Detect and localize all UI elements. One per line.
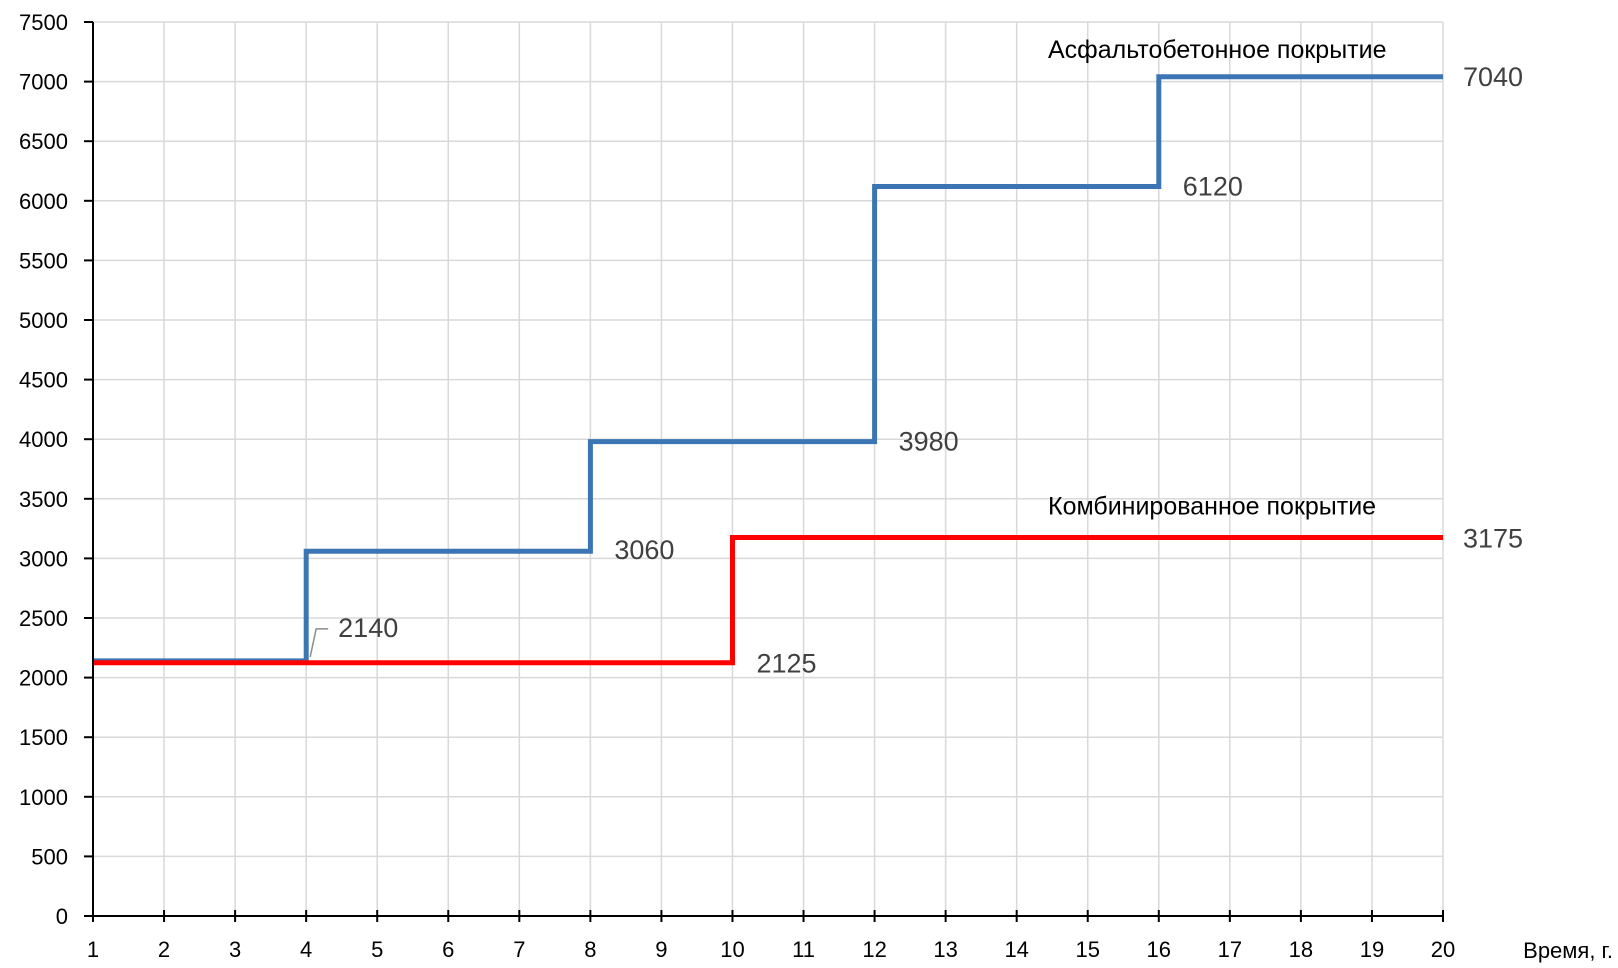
combined-series-name: Комбинированное покрытие (1048, 493, 1376, 521)
y-tick-label: 4500 (19, 368, 68, 393)
x-tick-label: 13 (933, 937, 957, 962)
data-label: 2140 (338, 613, 398, 643)
x-tick-label: 19 (1360, 937, 1384, 962)
y-tick-label: 3000 (19, 546, 68, 571)
data-label: 3060 (614, 535, 674, 565)
x-tick-label: 9 (655, 937, 667, 962)
x-tick-label: 20 (1431, 937, 1455, 962)
y-tick-label: 6000 (19, 189, 68, 214)
x-tick-label: 15 (1075, 937, 1099, 962)
data-label: 3980 (899, 427, 959, 457)
y-tick-label: 1000 (19, 785, 68, 810)
y-tick-label: 4000 (19, 427, 68, 452)
y-tick-label: 6500 (19, 129, 68, 154)
y-tick-label: 2500 (19, 606, 68, 631)
x-axis-title: Время, г. (1523, 938, 1613, 963)
x-tick-label: 14 (1004, 937, 1028, 962)
y-tick-label: 7000 (19, 70, 68, 95)
series-layer (93, 74, 1443, 666)
grid (93, 21, 1444, 916)
x-tick-label: 6 (442, 937, 454, 962)
data-label: 6120 (1183, 171, 1243, 201)
data-label: 3175 (1463, 524, 1523, 554)
x-tick-label: 4 (300, 937, 312, 962)
asphalt-series-line (93, 74, 1443, 664)
x-tick-label: 2 (158, 937, 170, 962)
x-tick-label: 1 (87, 937, 99, 962)
y-tick-label: 0 (56, 904, 68, 929)
x-tick-label: 11 (792, 937, 815, 962)
combined-series-line (93, 535, 1443, 666)
data-label-leader-line (309, 628, 329, 658)
x-tick-label: 7 (513, 937, 525, 962)
y-tick-label: 7500 (19, 10, 68, 35)
x-tick-label: 16 (1147, 937, 1171, 962)
y-tick-label: 1500 (19, 725, 68, 750)
y-tick-label: 5000 (19, 308, 68, 333)
y-tick-label: 2000 (19, 666, 68, 691)
asphalt-series-name: Асфальтобетонное покрытие (1048, 36, 1387, 64)
x-tick-label: 3 (229, 937, 241, 962)
data-label: 2125 (756, 649, 816, 679)
x-tick-label: 17 (1218, 937, 1242, 962)
y-tick-label: 5500 (19, 248, 68, 273)
x-tick-label: 8 (584, 937, 596, 962)
x-tick-label: 18 (1289, 937, 1313, 962)
data-label: 7040 (1463, 62, 1523, 92)
axes: 0 500 1000 1500 2000 2500 3000 3500 4000 4500 5000… (19, 10, 1455, 962)
y-tick-label: 500 (31, 844, 68, 869)
x-tick-label: 10 (720, 937, 744, 962)
labels: 2140 3060 3980 6120 7040 2125 3175 Асфальтобето… (309, 36, 1523, 679)
x-tick-label: 12 (862, 937, 886, 962)
y-tick-label: 3500 (19, 487, 68, 512)
x-tick-label: 5 (371, 937, 383, 962)
